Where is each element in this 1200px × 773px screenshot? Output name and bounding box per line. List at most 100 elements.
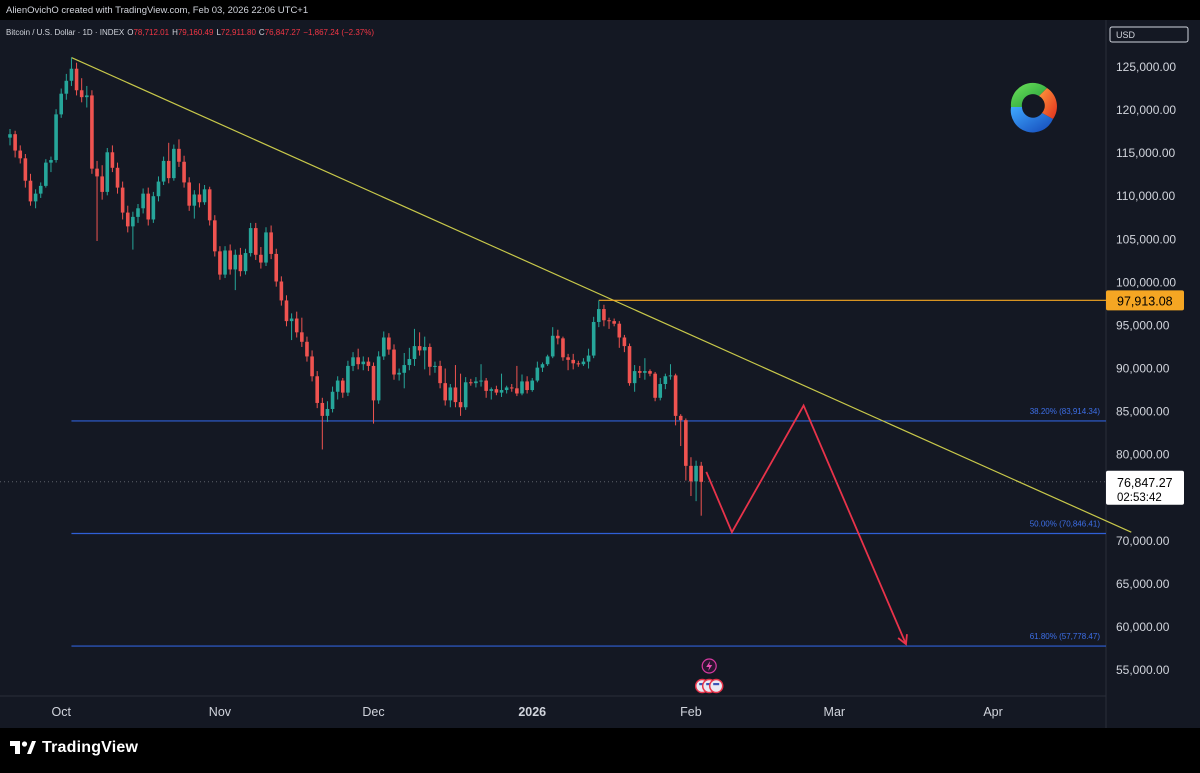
candle-body: [166, 160, 171, 179]
chart-frame: 38.20% (83,914.34) 50.00% (70,846.41) 61.8…: [0, 20, 1200, 728]
open-value: 78,712.01: [133, 28, 170, 37]
candle-body: [443, 383, 447, 401]
flag-stripe: [706, 683, 713, 686]
candle-body: [448, 387, 453, 401]
candle-body: [643, 371, 647, 373]
current-price-label: 76,847.27: [1117, 476, 1173, 490]
fib-level-label: 38.20% (83,914.34): [1030, 407, 1101, 416]
candle-body: [458, 402, 463, 408]
candle-body: [74, 68, 79, 91]
trendline: [71, 56, 1132, 533]
candle-body: [213, 220, 217, 252]
time-tick-label: Apr: [983, 705, 1002, 719]
candle-body: [561, 338, 565, 358]
close-label: C: [258, 28, 265, 37]
candle-body: [504, 387, 509, 391]
candle-body: [207, 189, 212, 221]
candle-body: [530, 380, 535, 391]
candle-body: [627, 346, 632, 384]
candle-body: [141, 193, 145, 209]
candle-body: [351, 357, 355, 366]
candle-body: [591, 321, 596, 356]
candle-body: [520, 381, 524, 394]
candle-body: [366, 361, 371, 366]
resistance-price-label: 97,913.08: [1117, 294, 1173, 308]
candle-body: [463, 382, 468, 408]
candle-body: [607, 320, 611, 322]
lightning-glyph: [706, 661, 713, 671]
candle-body: [100, 176, 104, 192]
candle-body: [54, 114, 58, 161]
tradingview-logo-icon: [10, 741, 36, 754]
candle-body: [581, 361, 586, 365]
candle-body: [371, 365, 376, 401]
author-logo: [1003, 77, 1063, 137]
time-tick-label: Dec: [362, 705, 384, 719]
brand-text: TradingView: [42, 739, 139, 756]
flag-event-icon: [708, 678, 724, 694]
candle-body: [545, 356, 550, 365]
candle-body: [422, 346, 427, 351]
candles: [8, 57, 703, 516]
price-tick-label: 55,000.00: [1116, 663, 1170, 677]
time-tick-label: Nov: [209, 705, 232, 719]
candle-body: [653, 373, 657, 398]
candle-body: [284, 300, 289, 322]
candle-body: [499, 390, 504, 393]
candle-body: [115, 167, 120, 188]
price-chart[interactable]: 38.20% (83,914.34) 50.00% (70,846.41) 61.8…: [0, 20, 1200, 728]
candle-body: [177, 148, 181, 162]
flag-stripe: [699, 683, 706, 686]
candle-body: [187, 182, 191, 206]
candle-body: [59, 93, 63, 115]
flag-stripe: [713, 683, 720, 686]
close-value: 76,847.27: [264, 28, 301, 37]
candle-body: [509, 387, 514, 389]
candle-body: [172, 148, 176, 179]
time-axis: Oct Nov Dec 2026 Feb Mar Apr: [51, 705, 1002, 719]
candle-body: [622, 337, 627, 347]
candle-body: [28, 180, 33, 202]
candle-body: [228, 250, 232, 270]
tradingview-brand[interactable]: TradingView: [10, 739, 138, 757]
candle-body: [23, 158, 28, 181]
top-bar: AlienOvichO created with TradingView.com…: [0, 0, 1200, 20]
candle-body: [694, 465, 698, 482]
candle-body: [248, 228, 253, 254]
price-tick-label: 125,000.00: [1116, 60, 1176, 74]
grid: [0, 20, 1107, 728]
price-tick-label: 95,000.00: [1116, 318, 1170, 332]
candle-body: [131, 216, 135, 227]
candle-body: [684, 420, 688, 466]
candle-body: [218, 251, 222, 275]
candle-body: [274, 253, 279, 282]
projection-arrowhead: [897, 634, 908, 646]
candle-body: [85, 95, 89, 98]
price-tick-label: 110,000.00: [1116, 189, 1175, 203]
candle-body: [125, 212, 130, 227]
candle-body: [689, 465, 693, 482]
price-tick-label: 60,000.00: [1116, 620, 1170, 634]
candle-body: [49, 160, 53, 163]
candle-body: [412, 346, 417, 360]
candle-body: [699, 465, 703, 482]
symbol-name: Bitcoin / U.S. Dollar · 1D · INDEX: [6, 28, 125, 37]
fib-level-label: 50.00% (70,846.41): [1030, 519, 1101, 528]
candle-body: [259, 254, 263, 263]
candle-body: [79, 90, 84, 98]
price-tick-label: 90,000.00: [1116, 362, 1170, 376]
candle-body: [550, 335, 555, 357]
price-tick-label: 85,000.00: [1116, 405, 1170, 419]
candle-body: [289, 318, 294, 322]
candle-body: [69, 68, 74, 81]
candle-body: [238, 254, 243, 272]
candle-body: [612, 321, 616, 324]
candle-body: [397, 372, 401, 375]
candle-body: [335, 380, 340, 392]
candle-body: [571, 359, 575, 364]
candle-body: [95, 168, 99, 177]
candle-body: [617, 323, 622, 338]
candle-body: [8, 134, 12, 138]
candle-body: [489, 389, 494, 391]
candle-body: [535, 367, 540, 381]
